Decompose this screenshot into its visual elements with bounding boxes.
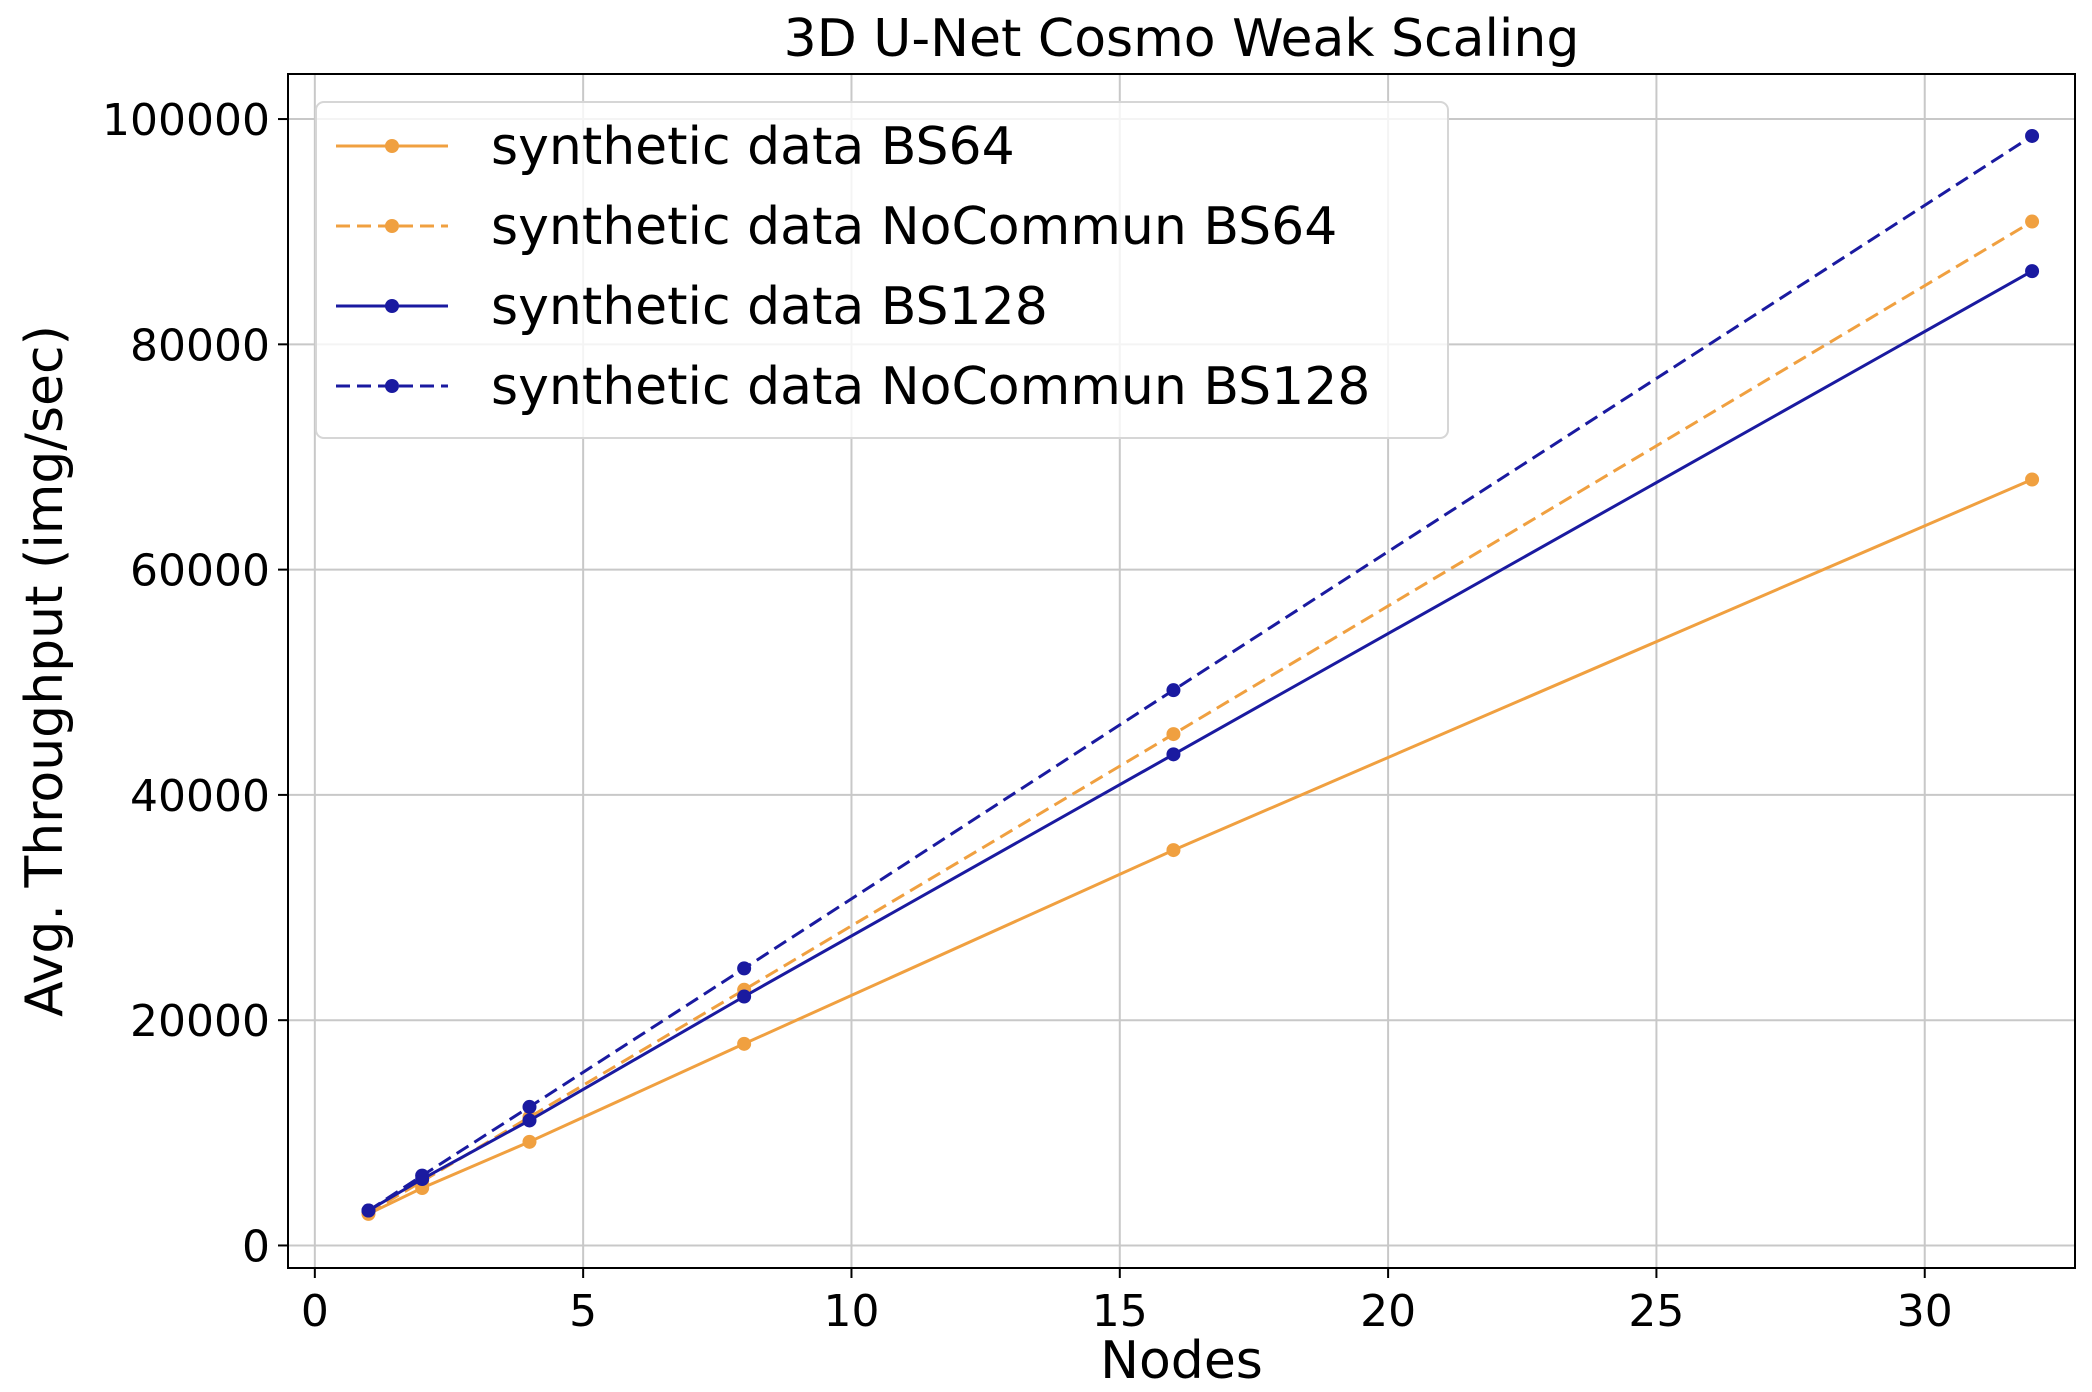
legend-label: synthetic data NoCommun BS128 <box>491 357 1370 417</box>
series-layer <box>361 128 2040 1221</box>
series-line <box>367 478 2033 1216</box>
data-point <box>1166 747 1181 762</box>
x-axis-title: Nodes <box>1100 1331 1263 1391</box>
data-point <box>361 1203 376 1218</box>
series-4 <box>361 128 2040 1218</box>
data-point <box>2025 128 2040 143</box>
x-tick-label: 5 <box>569 1286 597 1337</box>
legend-swatch-marker <box>385 379 399 393</box>
data-point <box>522 1099 537 1114</box>
data-point <box>2025 264 2040 279</box>
series-line <box>367 134 2033 1212</box>
y-tick-label: 100000 <box>102 95 270 146</box>
data-point <box>2025 472 2040 487</box>
y-axis-title: Avg. Throughput (img/sec) <box>15 325 75 1017</box>
x-tick-label: 15 <box>1092 1286 1148 1337</box>
data-point <box>522 1134 537 1149</box>
y-tick-label: 0 <box>242 1221 270 1272</box>
data-point <box>1166 683 1181 698</box>
legend-box <box>315 101 1449 439</box>
legend-label: synthetic data NoCommun BS64 <box>491 197 1337 257</box>
x-tick-label: 30 <box>1897 1286 1953 1337</box>
y-tick-label: 80000 <box>130 320 270 371</box>
legend-swatch-marker <box>385 299 399 313</box>
data-point <box>415 1168 430 1183</box>
legend-entry: synthetic data NoCommun BS64 <box>336 197 1337 257</box>
ticks: 0 5 10 15 20 25 30 0 20000 40000 60000 80000 100000 <box>102 95 1953 1337</box>
chart-title: 3D U-Net Cosmo Weak Scaling <box>784 9 1580 69</box>
series-1 <box>361 472 2040 1221</box>
x-tick-label: 25 <box>1628 1286 1684 1337</box>
legend-label: synthetic data BS128 <box>491 277 1048 337</box>
series-line <box>367 269 2033 1212</box>
data-point <box>522 1113 537 1128</box>
x-tick-label: 0 <box>301 1286 329 1337</box>
y-tick-label: 40000 <box>130 771 270 822</box>
data-point <box>2025 214 2040 229</box>
legend: synthetic data BS64 synthetic data NoComm… <box>315 101 1449 439</box>
plot-frame <box>287 73 2076 1269</box>
x-tick-label: 10 <box>823 1286 879 1337</box>
data-point <box>737 1036 752 1051</box>
legend-swatch-marker <box>385 219 399 233</box>
legend-label: synthetic data BS64 <box>491 117 1015 177</box>
data-point <box>1166 843 1181 858</box>
data-point <box>737 989 752 1004</box>
legend-entry: synthetic data BS64 <box>336 117 1015 177</box>
legend-entry: synthetic data BS128 <box>336 277 1048 337</box>
y-tick-label: 20000 <box>130 996 270 1047</box>
y-tick-label: 60000 <box>130 546 270 597</box>
x-tick-label: 20 <box>1360 1286 1416 1337</box>
legend-entry: synthetic data NoCommun BS128 <box>336 357 1370 417</box>
series-line <box>367 220 2033 1215</box>
data-point <box>1166 727 1181 742</box>
legend-swatch-marker <box>385 139 399 153</box>
data-point <box>737 961 752 976</box>
